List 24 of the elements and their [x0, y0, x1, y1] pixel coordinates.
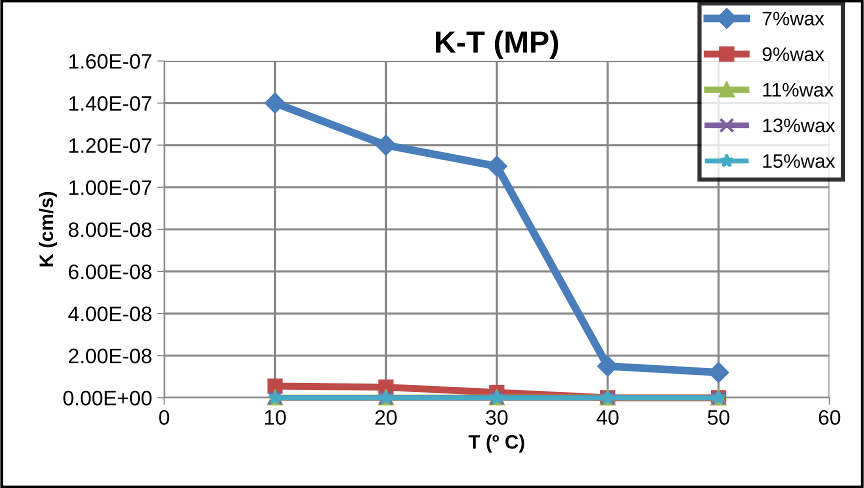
x-tick-label: 30: [486, 410, 508, 425]
y-tick-label: 1.00E-07: [69, 180, 152, 196]
legend-label: 13%wax: [763, 118, 836, 132]
y-tick-label: 2.00E-08: [68, 348, 152, 364]
y-tick-label: 1.40E-07: [69, 96, 152, 111]
legend-label: 9%wax: [762, 47, 824, 62]
y-tick-label: 0.00E+00: [63, 390, 152, 406]
legend-label: 11%wax: [763, 83, 834, 97]
x-tick-label: 50: [708, 410, 730, 425]
y-tick-label: 1.60E-07: [69, 54, 152, 69]
y-tick-label: 1.20E-07: [69, 138, 152, 153]
y-tick-label: 4.00E-08: [68, 306, 152, 322]
chart-title: K-T (MP): [436, 30, 558, 60]
x-tick-label: 10: [265, 410, 286, 425]
x-axis-title: T (º C): [468, 434, 524, 453]
y-tick-label: 8.00E-08: [68, 222, 152, 238]
x-tick-label: 20: [375, 410, 397, 425]
x-tick-label: 0: [159, 410, 170, 425]
y-tick-label: 6.00E-08: [68, 264, 152, 280]
legend-label: 7%wax: [762, 12, 824, 26]
y-axis-title: K (cm/s): [38, 192, 58, 266]
x-tick-label: 40: [596, 410, 618, 425]
legend-label: 15%wax: [763, 154, 836, 168]
x-tick-label: 60: [818, 410, 840, 425]
